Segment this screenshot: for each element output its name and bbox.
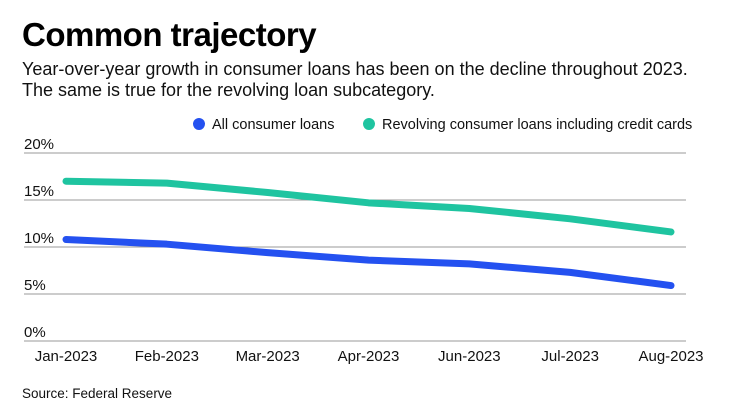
legend-marker <box>363 118 375 130</box>
chart-subtitle: Year-over-year growth in consumer loans … <box>22 59 688 100</box>
page-title: Common trajectory <box>22 16 317 53</box>
y-axis-ticks: 0% 5% 10% 15% 20% <box>24 136 54 341</box>
y-tick-label: 10% <box>24 230 54 247</box>
y-tick-label: 15% <box>24 183 54 200</box>
x-tick-label: Aug-2023 <box>638 348 703 365</box>
y-tick-label: 0% <box>24 324 46 341</box>
x-tick-label: Jun-2023 <box>438 348 501 365</box>
series-lines <box>62 177 675 290</box>
series-line-1 <box>62 235 675 290</box>
x-tick-label: Jan-2023 <box>35 348 98 365</box>
series-line-2 <box>62 177 675 236</box>
x-tick-label: Feb-2023 <box>135 348 199 365</box>
x-axis-ticks: Jan-2023 Feb-2023 Mar-2023 Apr-2023 Jun-2023… <box>35 348 704 365</box>
y-tick-label: 5% <box>24 277 46 294</box>
y-tick-label: 20% <box>24 136 54 153</box>
legend: All consumer loans Revolving consumer loa… <box>193 117 692 133</box>
x-tick-label: Jul-2023 <box>541 348 599 365</box>
source-note: Source: Federal Reserve <box>22 386 173 401</box>
legend-marker <box>193 118 205 130</box>
x-tick-label: Apr-2023 <box>338 348 400 365</box>
x-tick-label: Mar-2023 <box>236 348 300 365</box>
legend-label: All consumer loans <box>212 117 335 133</box>
legend-label: Revolving consumer loans including credi… <box>382 117 692 133</box>
